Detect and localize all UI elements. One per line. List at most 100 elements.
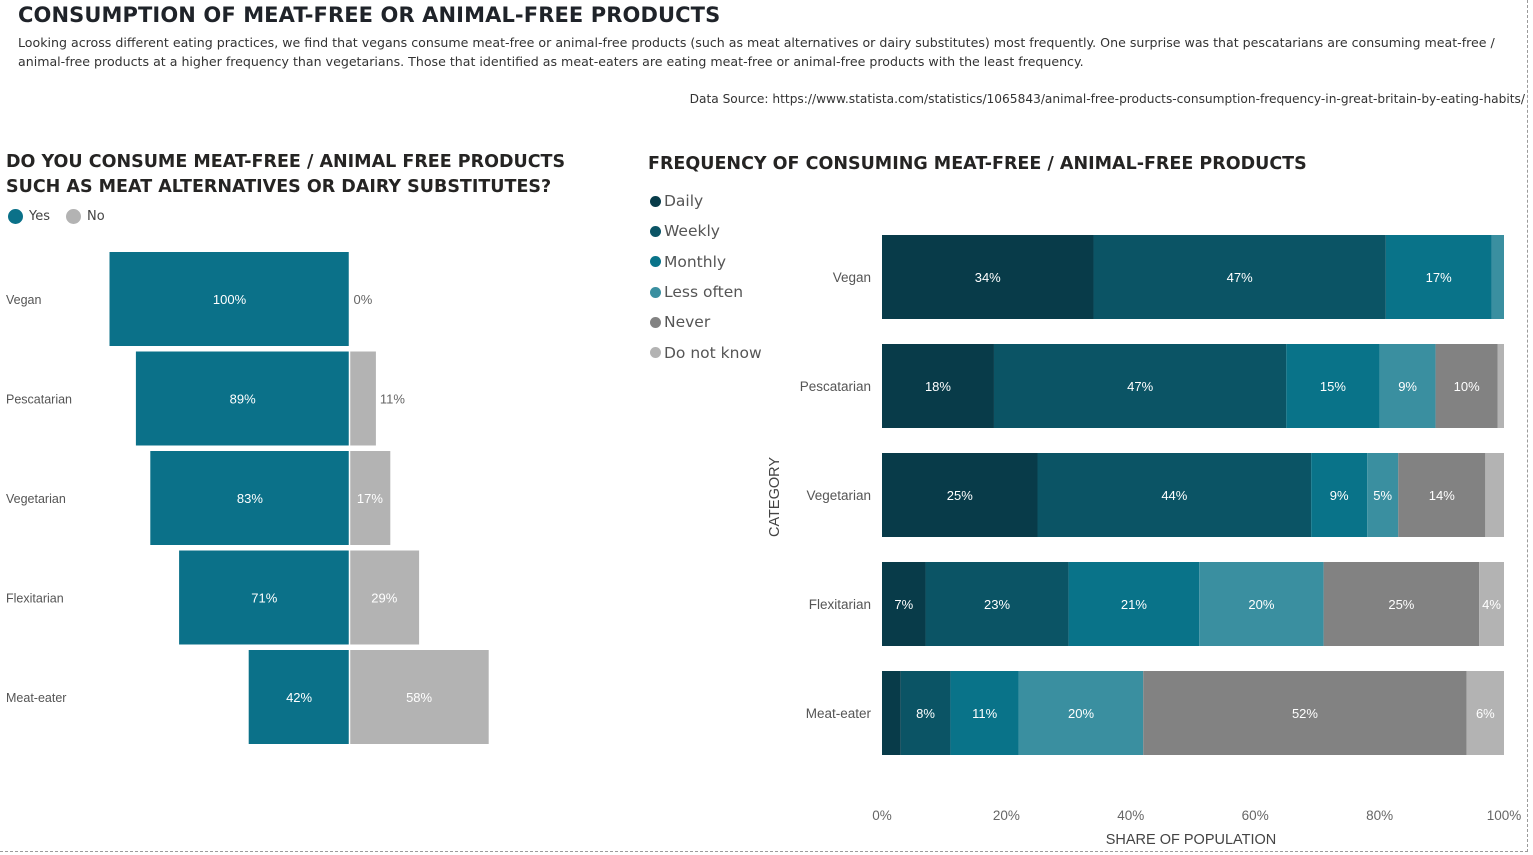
- data-label-no-meat-eater: 58%: [406, 690, 432, 705]
- data-label-less-often-flexitarian: 20%: [1248, 597, 1274, 612]
- legend-item-no[interactable]: No: [66, 209, 105, 224]
- segment-daily-flexitarian: [882, 562, 926, 646]
- data-label-yes-pescatarian: 89%: [230, 392, 256, 407]
- segment-never-vegetarian: [1398, 453, 1486, 537]
- data-label-weekly-vegetarian: 44%: [1161, 488, 1187, 503]
- legend-dot-yes: [8, 209, 23, 224]
- legend-item-weekly[interactable]: Weekly: [650, 216, 762, 246]
- segment-daily-pescatarian: [882, 344, 994, 428]
- data-label-daily-vegan: 34%: [975, 270, 1001, 285]
- segment-less-often-vegan: [1491, 235, 1504, 319]
- data-label-yes-vegan: 100%: [213, 292, 247, 307]
- segment-never-flexitarian: [1323, 562, 1480, 646]
- data-label-weekly-pescatarian: 47%: [1127, 379, 1153, 394]
- category-label-pescatarian: Pescatarian: [800, 379, 871, 394]
- data-label-never-flexitarian: 25%: [1388, 597, 1414, 612]
- data-label-less-often-vegetarian: 5%: [1373, 488, 1392, 503]
- data-label-yes-flexitarian: 71%: [251, 591, 277, 606]
- segment-monthly-vegan: [1385, 235, 1492, 319]
- legend-label-no: No: [87, 209, 105, 224]
- segment-monthly-vegetarian: [1311, 453, 1368, 537]
- category-label-meat-eater: Meat-eater: [6, 691, 66, 705]
- segment-weekly-vegan: [1093, 235, 1386, 319]
- segment-monthly-meat-eater: [950, 671, 1019, 755]
- legend-item-daily[interactable]: Daily: [650, 186, 762, 216]
- legend-label-less-often: Less often: [664, 283, 744, 302]
- left-legend: Yes No: [8, 209, 121, 224]
- bar-yes-pescatarian: [135, 351, 350, 446]
- page-description: Looking across different eating practice…: [18, 35, 1495, 69]
- data-label-never-pescatarian: 10%: [1454, 379, 1480, 394]
- data-label-monthly-vegan: 17%: [1426, 270, 1452, 285]
- segment-weekly-meat-eater: [900, 671, 951, 755]
- legend-item-do-not-know[interactable]: Do not know: [650, 337, 762, 367]
- category-label-vegan: Vegan: [6, 293, 42, 307]
- data-label-do-not-know-flexitarian: 4%: [1482, 597, 1501, 612]
- x-tick-2: 40%: [1117, 808, 1144, 823]
- legend-dot-weekly: [650, 225, 661, 237]
- legend-dot-never: [650, 316, 661, 328]
- bar-yes-vegetarian: [150, 451, 350, 545]
- right-legend: Daily Weekly Monthly Less often Never Do…: [650, 186, 762, 368]
- data-label-daily-flexitarian: 7%: [894, 597, 913, 612]
- legend-dot-do-not-know: [650, 347, 661, 359]
- data-label-daily-pescatarian: 18%: [925, 379, 951, 394]
- category-label-vegetarian: Vegetarian: [806, 488, 871, 503]
- legend-item-less-often[interactable]: Less often: [650, 277, 762, 307]
- segment-weekly-flexitarian: [925, 562, 1069, 646]
- x-tick-4: 80%: [1366, 808, 1393, 823]
- legend-label-never: Never: [664, 313, 711, 332]
- category-label-vegan: Vegan: [833, 270, 871, 285]
- legend-dot-daily: [650, 195, 661, 207]
- bar-yes-flexitarian: [179, 550, 350, 645]
- y-axis-title: CATEGORY: [767, 457, 783, 537]
- data-label-less-often-pescatarian: 9%: [1398, 379, 1417, 394]
- segment-monthly-pescatarian: [1286, 344, 1380, 428]
- segment-less-often-meat-eater: [1018, 671, 1144, 755]
- category-label-flexitarian: Flexitarian: [6, 592, 64, 606]
- data-label-no-flexitarian: 29%: [371, 591, 397, 606]
- x-axis-title: SHARE OF POPULATION: [1106, 832, 1277, 848]
- legend-label-yes: Yes: [29, 209, 50, 224]
- x-tick-3: 60%: [1242, 808, 1269, 823]
- data-label-no-vegan: 0%: [354, 292, 373, 307]
- legend-item-monthly[interactable]: Monthly: [650, 247, 762, 277]
- data-label-no-pescatarian: 11%: [380, 392, 405, 407]
- legend-item-never[interactable]: Never: [650, 307, 762, 337]
- legend-dot-monthly: [650, 256, 661, 268]
- segment-do-not-know-vegetarian: [1485, 453, 1504, 537]
- bar-yes-vegan: [109, 252, 350, 346]
- data-label-monthly-flexitarian: 21%: [1121, 597, 1147, 612]
- segment-less-often-flexitarian: [1199, 562, 1324, 646]
- bar-no-flexitarian: [349, 550, 420, 645]
- category-label-meat-eater: Meat-eater: [806, 706, 872, 721]
- legend-item-yes[interactable]: Yes: [8, 209, 50, 224]
- segment-do-not-know-pescatarian: [1497, 344, 1504, 428]
- legend-label-weekly: Weekly: [664, 222, 720, 241]
- bar-yes-meat-eater: [248, 650, 350, 744]
- segment-do-not-know-flexitarian: [1479, 562, 1504, 646]
- segment-never-meat-eater: [1143, 671, 1467, 755]
- data-label-weekly-vegan: 47%: [1227, 270, 1253, 285]
- x-tick-1: 20%: [993, 808, 1020, 823]
- segment-do-not-know-meat-eater: [1466, 671, 1504, 755]
- data-label-yes-meat-eater: 42%: [286, 690, 312, 705]
- segment-less-often-vegetarian: [1367, 453, 1399, 537]
- x-tick-0: 0%: [872, 808, 892, 823]
- segment-weekly-pescatarian: [993, 344, 1287, 428]
- data-label-weekly-meat-eater: 8%: [916, 706, 935, 721]
- page-border-bottom: [0, 851, 1528, 852]
- data-label-monthly-pescatarian: 15%: [1320, 379, 1346, 394]
- legend-label-daily: Daily: [664, 192, 704, 211]
- data-label-monthly-vegetarian: 9%: [1330, 488, 1349, 503]
- segment-weekly-vegetarian: [1037, 453, 1312, 537]
- page-title: CONSUMPTION OF MEAT-FREE OR ANIMAL-FREE …: [18, 3, 721, 27]
- data-label-never-vegetarian: 14%: [1429, 488, 1455, 503]
- data-label-daily-vegetarian: 25%: [947, 488, 973, 503]
- segment-daily-meat-eater: [882, 671, 901, 755]
- category-label-vegetarian: Vegetarian: [6, 492, 66, 506]
- segment-monthly-flexitarian: [1068, 562, 1200, 646]
- x-tick-5: 100%: [1487, 808, 1522, 823]
- category-label-pescatarian: Pescatarian: [6, 393, 72, 407]
